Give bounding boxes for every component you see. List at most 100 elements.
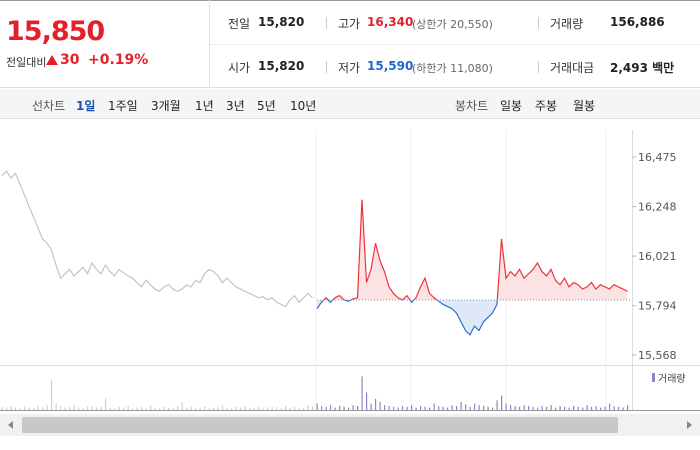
volume-bar [384, 405, 386, 410]
volume-bar [460, 402, 462, 410]
volume-bar [600, 407, 602, 410]
field-label: 전일 [228, 17, 251, 31]
divider [209, 0, 210, 88]
volume-bar [303, 407, 305, 410]
volume-bar [447, 407, 449, 410]
volume-bar [132, 408, 134, 410]
field-extra: (상한가 20,550) [412, 18, 493, 31]
volume-bar [276, 407, 278, 410]
volume-bar [114, 408, 116, 410]
volume-bar [550, 405, 552, 410]
volume-bar [334, 407, 336, 410]
y-tick-label: 15,568 [638, 349, 677, 362]
field-value: 2,493 백만 [610, 61, 675, 75]
volume-bar [348, 407, 350, 410]
field-value: 156,886 [610, 15, 665, 29]
volume-bar [505, 403, 507, 410]
volume-bar [307, 405, 309, 410]
volume-bar [411, 405, 413, 410]
volume-bar [195, 408, 197, 410]
volume-bar [492, 407, 494, 410]
divider [326, 61, 327, 73]
volume-bar [456, 406, 458, 410]
volume-bar [415, 407, 417, 410]
volume-bar [474, 403, 476, 410]
volume-bar [402, 406, 404, 410]
volume-bar [280, 408, 282, 410]
volume-bar [478, 405, 480, 410]
period-tab[interactable]: 3년 [226, 99, 245, 113]
volume-bar [397, 407, 399, 410]
volume-bar [163, 406, 165, 410]
scroll-right[interactable] [687, 421, 692, 429]
volume-bar [609, 403, 611, 410]
volume-bar [321, 406, 323, 410]
volume-bar [357, 406, 359, 410]
tab-label: 선차트 [32, 99, 66, 113]
volume-bar [613, 406, 615, 410]
volume-bar [190, 406, 192, 410]
volume-bar [618, 406, 620, 410]
volume-bar [330, 405, 332, 410]
volume-bar [177, 406, 179, 410]
period-tab[interactable]: 10년 [290, 99, 317, 113]
field-label: 고가 [338, 17, 361, 31]
price-line [316, 199, 628, 336]
volume-bar [222, 405, 224, 410]
volume-bar [10, 406, 12, 410]
volume-bar [537, 407, 539, 410]
volume-bar [249, 408, 251, 410]
candle-tab[interactable]: 월봉 [573, 99, 596, 113]
volume-bar [136, 407, 138, 410]
period-tab[interactable]: 1년 [195, 99, 214, 113]
volume-bar [181, 402, 183, 410]
volume-bar [204, 406, 206, 410]
divider [538, 17, 539, 29]
volume-bar [87, 406, 89, 410]
volume-bar [267, 407, 269, 410]
change-pct: +0.19% [88, 52, 149, 68]
volume-bar [186, 407, 188, 410]
scrollbar-thumb[interactable] [22, 417, 618, 433]
volume-bar [28, 407, 30, 410]
volume-bar [496, 400, 498, 410]
field-extra: (하한가 11,080) [412, 62, 493, 75]
volume-bar [159, 408, 161, 410]
scroll-left[interactable] [8, 421, 13, 429]
legend-swatch [652, 373, 655, 382]
volume-bar [429, 407, 431, 410]
candle-tab[interactable]: 일봉 [500, 99, 523, 113]
period-tab[interactable]: 5년 [257, 99, 276, 113]
volume-bar [271, 406, 273, 410]
volume-bar [595, 406, 597, 410]
volume-bar [37, 406, 39, 410]
period-tab[interactable]: 3개월 [151, 99, 181, 113]
volume-bar [298, 408, 300, 410]
volume-bar [519, 406, 521, 410]
volume-bar [168, 407, 170, 410]
volume-bar [343, 406, 345, 410]
volume-bar [199, 407, 201, 410]
price-line [1, 170, 313, 308]
volume-bar [127, 406, 129, 410]
y-tick-label: 16,248 [638, 201, 677, 214]
volume-bar [388, 406, 390, 410]
volume-bar [1, 406, 3, 410]
volume-bar [6, 407, 8, 410]
volume-bar [217, 406, 219, 410]
volume-bar [627, 405, 629, 410]
period-tab[interactable]: 1일 [76, 99, 96, 113]
volume-bar [514, 406, 516, 410]
volume-bar [24, 406, 26, 410]
volume-bar [483, 406, 485, 410]
volume-bar [559, 406, 561, 410]
period-tab[interactable]: 1주일 [108, 99, 138, 113]
field-value: 16,340 [367, 15, 414, 29]
volume-bar [393, 406, 395, 410]
field-value: 15,820 [258, 59, 305, 73]
volume-bar [577, 406, 579, 410]
volume-bar [361, 376, 363, 410]
volume-bar [69, 406, 71, 410]
volume-bar [55, 403, 57, 410]
candle-tab[interactable]: 주봉 [535, 99, 558, 113]
